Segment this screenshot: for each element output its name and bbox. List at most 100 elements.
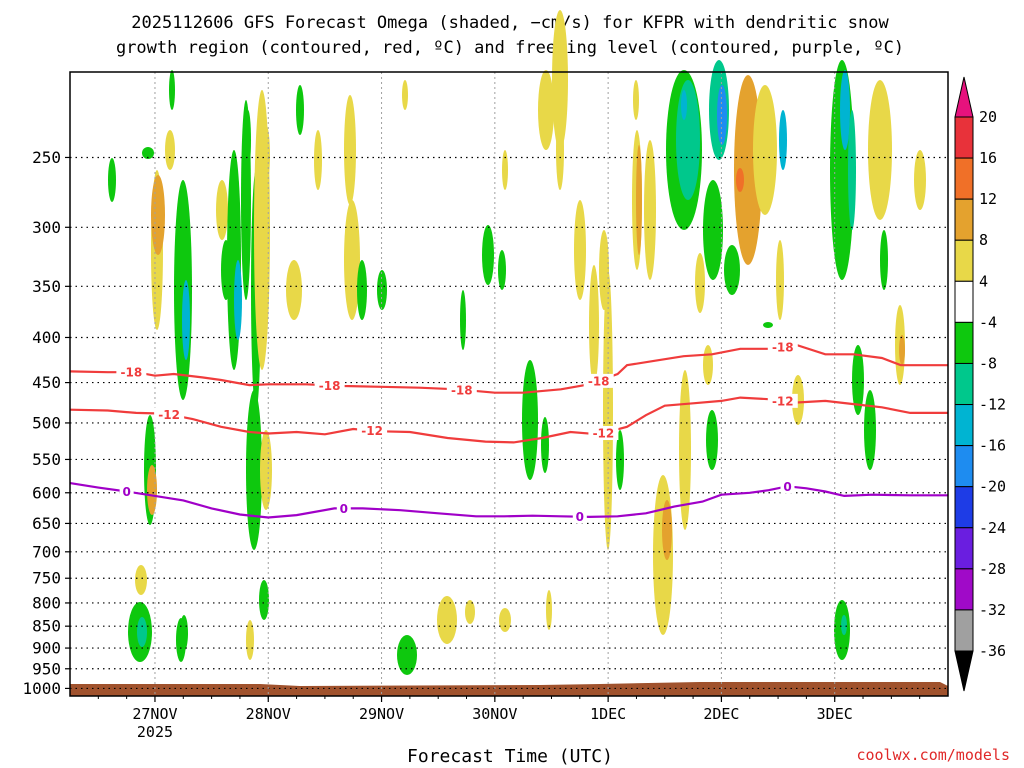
omega-cell (108, 158, 116, 202)
omega-shading-layer (70, 10, 948, 696)
time-tick-label: 27NOV (132, 705, 177, 723)
contour-line-2 (69, 482, 948, 519)
contour-label: -12 (772, 394, 794, 408)
omega-cell (706, 410, 718, 470)
omega-cell (662, 500, 672, 560)
omega-cell (703, 180, 723, 280)
colorbar-top-arrow (954, 76, 974, 118)
colorbar-bin (954, 445, 974, 488)
contour-label: -18 (772, 340, 794, 354)
colorbar-bin (954, 404, 974, 447)
contour-label: 0 (122, 485, 130, 499)
colorbar-bin (954, 239, 974, 282)
contour-label: -18 (319, 379, 341, 393)
pressure-tick-label: 500 (32, 413, 61, 432)
omega-cell (574, 200, 586, 300)
omega-cell (736, 168, 744, 192)
contour-label-bg (357, 423, 388, 438)
omega-cell (841, 615, 847, 635)
omega-cell (724, 245, 740, 295)
temperature-contours: -18 -18 -18 -18 -18 -12 -12 -12 -12 0 0 0 0 (69, 339, 948, 524)
omega-cell (840, 70, 850, 150)
colorbar-label: -12 (979, 396, 1006, 414)
pressure-tick-label: 800 (32, 593, 61, 612)
contour-label-bg (446, 382, 477, 397)
omega-cell (633, 80, 639, 120)
omega-cell (599, 230, 609, 310)
colorbar-label: -16 (979, 437, 1006, 455)
pressure-tick-label: 700 (32, 542, 61, 561)
pressure-tick-label: 550 (32, 450, 61, 469)
omega-cell (151, 175, 165, 255)
omega-cell (653, 475, 673, 635)
omega-cell (848, 110, 856, 230)
colorbar-bin (954, 568, 974, 611)
omega-cell (644, 140, 656, 280)
contour-label-bg (572, 509, 587, 524)
contour-label: -12 (593, 427, 615, 441)
omega-cell (779, 110, 787, 170)
contour-label: 0 (340, 502, 348, 516)
omega-cell (679, 370, 691, 530)
contour-label-bg (780, 479, 795, 494)
omega-cell (552, 10, 568, 150)
colorbar-label: -8 (979, 354, 997, 372)
omega-cell (502, 150, 508, 190)
chart-title-line-2: growth region (contoured, red, ºC) and f… (116, 38, 904, 58)
contour-label: -18 (121, 366, 143, 380)
colorbar: 20 16 12 8 4 -4 -8 -12 -16 -20 -24 -28 -32 -36 (954, 76, 1006, 692)
omega-cell (180, 615, 188, 651)
omega-cell (296, 85, 304, 135)
contour-label: -18 (588, 374, 610, 388)
omega-cell (603, 270, 613, 550)
colorbar-bottom-arrow (954, 650, 974, 692)
omega-cell (499, 608, 511, 632)
contour-label-bg (336, 501, 351, 516)
colorbar-label: -24 (979, 519, 1006, 537)
omega-cell (260, 430, 272, 510)
contour-label-bg (767, 339, 798, 354)
omega-cell (753, 85, 777, 215)
colorbar-bin (954, 609, 974, 652)
pressure-tick-label: 350 (32, 277, 61, 296)
omega-cell (251, 514, 257, 542)
credit-text: coolwx.com/models (856, 746, 1010, 764)
pressure-tick-label: 600 (32, 483, 61, 502)
omega-cell (137, 617, 147, 647)
omega-cell (717, 85, 727, 145)
omega-cell (703, 345, 713, 385)
colorbar-bin (954, 157, 974, 200)
colorbar-label: 12 (979, 190, 997, 208)
omega-cell (397, 635, 417, 675)
omega-cell (852, 345, 864, 415)
plot-frame (69, 71, 949, 697)
omega-cell (314, 130, 322, 190)
omega-cell (681, 90, 687, 120)
pressure-tick-label: 1000 (22, 679, 61, 698)
colorbar-bin (954, 280, 974, 323)
time-tick-sublabel: 2025 (137, 723, 173, 741)
colorbar-label: -28 (979, 560, 1006, 578)
omega-cell (246, 620, 254, 660)
omega-cell (135, 565, 147, 595)
colorbar-label: -20 (979, 478, 1006, 496)
time-tick-label: 30NOV (472, 705, 517, 723)
omega-cell (636, 145, 642, 255)
contour-label: -12 (158, 408, 180, 422)
omega-cell (676, 80, 700, 200)
contour-label-bg (583, 373, 614, 388)
omega-cell (165, 130, 175, 170)
omega-cell (465, 600, 475, 624)
pressure-tick-label: 300 (32, 218, 61, 237)
contour-label-bg (767, 393, 798, 408)
colorbar-bin (954, 116, 974, 159)
omega-cell (868, 80, 892, 220)
omega-cell (763, 322, 773, 328)
omega-cell (357, 260, 367, 320)
pressure-tick-label: 950 (32, 659, 61, 678)
omega-cell (864, 390, 876, 470)
omega-cell (498, 250, 506, 290)
time-tick-label: 1DEC (590, 705, 626, 723)
